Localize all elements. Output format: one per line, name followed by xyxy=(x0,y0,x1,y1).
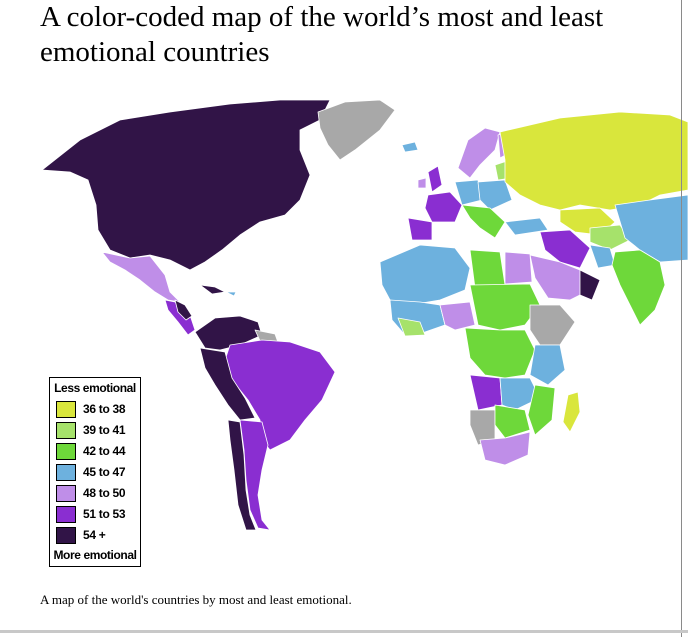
region-west-africa-green xyxy=(397,317,426,337)
region-mozambique xyxy=(527,384,556,436)
region-central-europe xyxy=(477,179,513,211)
region-uk xyxy=(427,165,443,193)
region-central-america-dark xyxy=(174,299,193,321)
region-libya xyxy=(469,249,506,289)
region-italy-balkans xyxy=(461,204,506,239)
legend-swatch xyxy=(56,464,76,481)
legend-item: 39 to 41 xyxy=(56,421,138,441)
region-horn-ethiopia xyxy=(529,304,576,346)
region-caribbean xyxy=(199,284,226,295)
legend-label: 42 to 44 xyxy=(83,444,126,458)
region-chile xyxy=(227,419,257,531)
legend-label: 45 to 47 xyxy=(83,465,126,479)
region-zambia xyxy=(499,377,541,411)
legend-swatch xyxy=(56,443,76,460)
legend-label: 36 to 38 xyxy=(83,402,126,416)
region-central-africa xyxy=(464,327,536,379)
legend-swatch xyxy=(56,527,76,544)
region-russia xyxy=(499,111,688,211)
legend-label: 39 to 41 xyxy=(83,423,126,437)
legend-item: 36 to 38 xyxy=(56,400,138,420)
legend-item: 54 + xyxy=(56,526,138,546)
region-oman xyxy=(579,269,601,301)
region-angola xyxy=(469,374,503,411)
region-peru-bolivia xyxy=(199,347,256,421)
region-norway-sweden xyxy=(457,127,501,179)
region-india xyxy=(611,249,666,326)
region-iceland xyxy=(401,141,419,153)
map-title: A color-coded map of the world’s most an… xyxy=(40,1,604,68)
legend-label: 48 to 50 xyxy=(83,486,126,500)
region-sudan-chad xyxy=(469,283,541,331)
region-turkey xyxy=(504,217,549,236)
legend-item: 51 to 53 xyxy=(56,505,138,525)
map-legend: Less emotional 36 to 38 39 to 41 42 to 4… xyxy=(49,377,141,567)
region-ireland xyxy=(417,177,427,189)
legend-swatch xyxy=(56,401,76,418)
region-iraq-iran xyxy=(539,229,591,269)
region-madagascar xyxy=(562,391,581,433)
legend-title-more: More emotional xyxy=(53,548,137,562)
region-botswana-zim xyxy=(494,404,531,439)
page-right-border xyxy=(681,0,682,637)
legend-title-less: Less emotional xyxy=(54,381,136,395)
region-central-asia xyxy=(589,224,631,251)
legend-item: 42 to 44 xyxy=(56,442,138,462)
region-iberia xyxy=(407,217,433,241)
legend-swatch xyxy=(56,485,76,502)
region-nigeria xyxy=(439,301,476,331)
legend-label: 51 to 53 xyxy=(83,507,126,521)
region-north-africa-west xyxy=(379,244,471,306)
legend-item: 45 to 47 xyxy=(56,463,138,483)
region-egypt xyxy=(504,251,533,285)
region-france xyxy=(424,191,463,223)
legend-label: 54 + xyxy=(83,528,106,542)
legend-swatch xyxy=(56,506,76,523)
legend-item: 48 to 50 xyxy=(56,484,138,504)
region-mexico xyxy=(101,251,181,303)
region-east-africa xyxy=(529,344,566,386)
page-bottom-line xyxy=(0,630,688,633)
region-south-africa xyxy=(479,431,531,466)
region-argentina xyxy=(239,419,271,531)
region-greenland xyxy=(317,99,396,161)
region-caribbean-2 xyxy=(225,291,237,297)
region-north-america xyxy=(41,99,331,271)
legend-swatch xyxy=(56,422,76,439)
map-caption: A map of the world's countries by most a… xyxy=(40,592,352,607)
world-map xyxy=(41,99,688,531)
region-china xyxy=(614,194,688,263)
